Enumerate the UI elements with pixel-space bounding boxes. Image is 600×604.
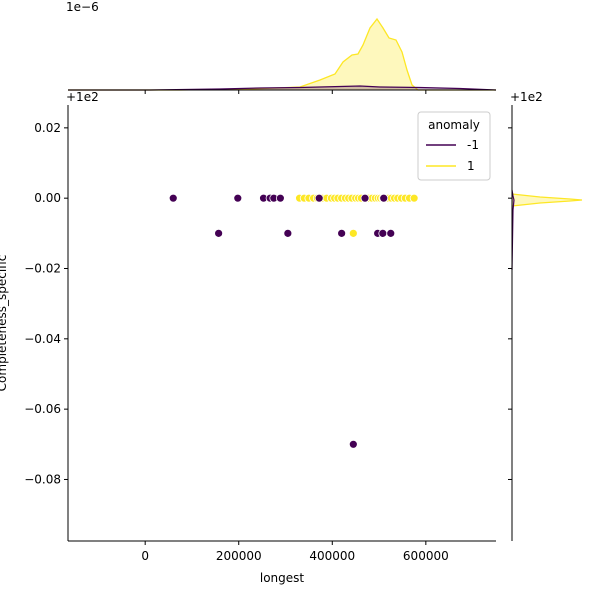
y-offset-label: +1e2 — [66, 90, 99, 104]
scatter-point-anomaly-1 — [409, 193, 419, 203]
scatter-point-anomaly-1 — [348, 228, 358, 238]
scatter-point-anomaly-neg1 — [337, 228, 347, 238]
legend-label-neg1: -1 — [467, 138, 479, 152]
y-tick-label: −0.02 — [24, 262, 61, 276]
y-tick-label: 0.02 — [34, 121, 61, 135]
scatter-point-anomaly-neg1 — [275, 193, 285, 203]
top-kde-anomaly-1 — [68, 17, 496, 91]
scatter-points — [168, 193, 419, 449]
scatter-point-anomaly-neg1 — [233, 193, 243, 203]
y-tick-label: −0.08 — [24, 472, 61, 486]
y-tick-label: 0.00 — [34, 191, 61, 205]
legend: anomaly -1 1 — [417, 111, 491, 181]
main-axes: 0 200000 400000 600000 0.02 0.00 −0.02 −0.04 −0… — [0, 90, 496, 585]
top-scale-label: 1e−6 — [66, 0, 99, 14]
top-marginal-ticks — [144, 90, 427, 94]
x-tick-label: 400000 — [309, 549, 355, 563]
x-axis-ticks: 0 200000 400000 600000 — [141, 541, 449, 563]
scatter-point-anomaly-neg1 — [360, 193, 370, 203]
right-offset-label: +1e2 — [510, 90, 543, 104]
top-kde-anomaly-neg1 — [68, 85, 497, 91]
top-marginal-kde — [68, 17, 497, 94]
scatter-point-anomaly-neg1 — [168, 193, 178, 203]
x-tick-label: 600000 — [403, 549, 449, 563]
scatter-point-anomaly-neg1 — [214, 228, 224, 238]
x-axis-label: longest — [260, 571, 305, 585]
y-tick-label: −0.04 — [24, 332, 61, 346]
x-tick-label: 0 — [141, 549, 149, 563]
legend-box — [417, 111, 491, 181]
scatter-point-anomaly-neg1 — [379, 193, 389, 203]
y-axis-label: Completeness_specific — [0, 255, 9, 392]
scatter-point-anomaly-neg1 — [314, 193, 324, 203]
right-marginal-ticks — [508, 127, 512, 480]
right-marginal-kde: +1e2 — [508, 90, 583, 541]
x-tick-label: 200000 — [216, 549, 262, 563]
legend-title: anomaly — [428, 118, 480, 132]
scatter-point-anomaly-neg1 — [283, 228, 293, 238]
scatter-point-anomaly-neg1 — [378, 228, 388, 238]
legend-label-1: 1 — [467, 159, 475, 173]
y-axis-ticks: 0.02 0.00 −0.02 −0.04 −0.06 −0.08 — [24, 121, 68, 486]
scatter-point-anomaly-neg1 — [348, 439, 358, 449]
right-kde-anomaly-1 — [511, 193, 583, 207]
scatter-point-anomaly-neg1 — [386, 228, 396, 238]
y-tick-label: −0.06 — [24, 402, 61, 416]
